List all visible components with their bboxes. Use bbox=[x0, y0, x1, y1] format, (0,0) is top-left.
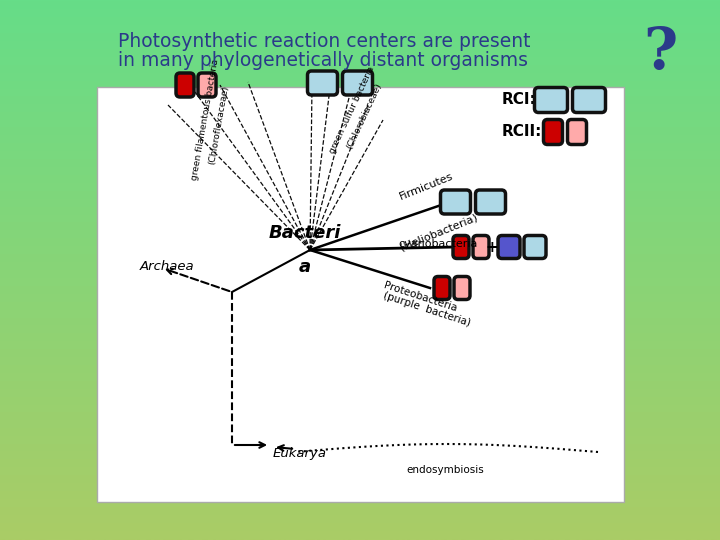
Text: (Heliobacteria): (Heliobacteria) bbox=[398, 212, 479, 252]
FancyBboxPatch shape bbox=[307, 71, 338, 95]
Text: Bacteri: Bacteri bbox=[269, 224, 341, 242]
Text: in many phylogenetically distant organisms: in many phylogenetically distant organis… bbox=[118, 51, 528, 70]
FancyBboxPatch shape bbox=[498, 235, 520, 259]
Text: Eukarya: Eukarya bbox=[273, 447, 327, 460]
FancyBboxPatch shape bbox=[441, 190, 470, 214]
Text: +: + bbox=[485, 240, 498, 254]
Text: green sulfur bacteria: green sulfur bacteria bbox=[328, 65, 376, 155]
FancyBboxPatch shape bbox=[343, 71, 372, 95]
FancyBboxPatch shape bbox=[434, 276, 450, 300]
Text: RCI:: RCI: bbox=[502, 92, 536, 107]
FancyBboxPatch shape bbox=[97, 87, 624, 502]
FancyBboxPatch shape bbox=[475, 190, 505, 214]
FancyBboxPatch shape bbox=[567, 119, 587, 145]
FancyBboxPatch shape bbox=[453, 235, 469, 259]
Text: RCII:: RCII: bbox=[502, 125, 542, 139]
Text: ?: ? bbox=[643, 25, 677, 81]
Text: a: a bbox=[299, 258, 311, 276]
Text: Photosynthetic reaction centers are present: Photosynthetic reaction centers are pres… bbox=[118, 32, 531, 51]
Text: (Chlorobiaceae): (Chlorobiaceae) bbox=[345, 82, 383, 151]
FancyBboxPatch shape bbox=[524, 235, 546, 259]
Text: Firmicutes: Firmicutes bbox=[398, 171, 455, 202]
FancyBboxPatch shape bbox=[176, 73, 194, 97]
Text: Proteobacteria: Proteobacteria bbox=[382, 280, 458, 313]
Text: (purple  bacteria): (purple bacteria) bbox=[382, 290, 472, 328]
FancyBboxPatch shape bbox=[473, 235, 489, 259]
Text: (Chloroflexaceae): (Chloroflexaceae) bbox=[207, 85, 230, 165]
FancyBboxPatch shape bbox=[572, 87, 606, 112]
Text: endosymbiosis: endosymbiosis bbox=[406, 465, 484, 475]
FancyBboxPatch shape bbox=[534, 87, 567, 112]
Text: green filamentous bacteria: green filamentous bacteria bbox=[190, 59, 220, 181]
Text: cyanobacteria: cyanobacteria bbox=[398, 239, 477, 249]
Text: Archaea: Archaea bbox=[140, 260, 194, 273]
FancyBboxPatch shape bbox=[544, 119, 562, 145]
FancyBboxPatch shape bbox=[198, 73, 216, 97]
FancyBboxPatch shape bbox=[454, 276, 470, 300]
